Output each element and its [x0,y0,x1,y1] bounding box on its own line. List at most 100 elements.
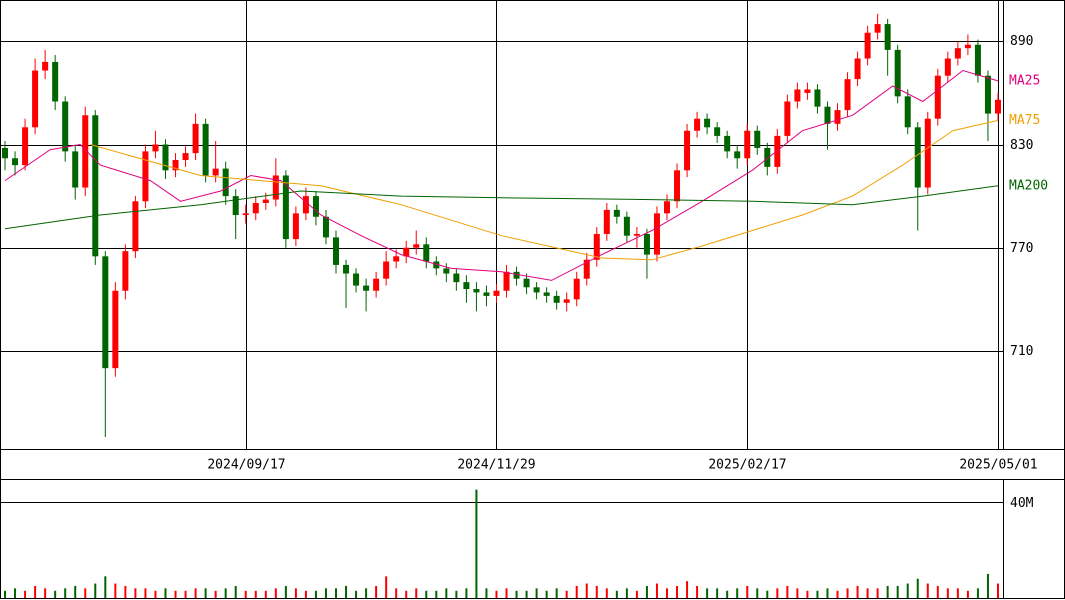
volume-bar [796,588,799,598]
legend-label: MA200 [1009,178,1048,193]
ma-line [4,69,999,281]
y-tick-label: 40M [1010,496,1034,511]
volume-bar [565,590,568,598]
candle-body [924,118,931,188]
candle-body [453,273,460,283]
candle-body [483,292,490,296]
volume-bar [836,590,839,598]
volume-bar [535,588,538,598]
volume-bar [645,585,648,598]
candle-body [814,89,821,107]
candle-body [152,144,159,152]
candle-body [643,233,650,255]
candle-body [784,101,791,136]
volume-bar [926,583,929,598]
volume-bar [896,585,899,598]
candle-body [704,118,711,128]
candle-body [864,32,871,59]
volume-bar [254,590,257,598]
volume-bar [876,588,879,598]
candle-body [102,256,109,369]
candle-body [894,49,901,97]
candle-body [433,261,440,269]
candle-body [52,61,59,102]
ma-line [90,119,999,261]
volume-bar [665,588,668,598]
volume-bar [234,585,237,598]
volume-bar [184,590,187,598]
candle-body [353,273,360,286]
volume-bar [986,573,989,598]
volume-bar [866,588,869,598]
volume-bar [124,585,127,598]
volume-bar [44,588,47,598]
volume-bar [635,590,638,598]
volume-bar [776,588,779,598]
volume-bar [304,590,307,598]
candle-body [2,147,9,159]
volume-bar [525,590,528,598]
candle-body [603,209,610,234]
volume-bar [946,588,949,598]
candle-body [824,106,831,124]
candle-body [674,170,681,202]
volume-bar [64,588,67,598]
candle-body [794,89,801,102]
candle-body [92,115,99,257]
candle-body [232,196,239,216]
volume-bar [294,588,297,598]
volume-bar [996,583,999,598]
candle-body [734,151,741,159]
candle-body [593,233,600,260]
volume-bar [625,588,628,598]
volume-bar [264,590,267,598]
candle-body [503,271,510,291]
legend-label: MA25 [1009,73,1040,88]
candle-body [282,175,289,240]
candle-body [804,89,811,93]
volume-bar [886,585,889,598]
candle-body [112,290,119,369]
candle-body [533,287,540,293]
candle-body [443,268,450,274]
candle-body [543,292,550,296]
candle-body [663,201,670,214]
candle-body [312,196,319,217]
volume-bar [425,590,428,598]
candle-body [694,118,701,131]
volume-bar [816,590,819,598]
volume-bar [605,588,608,598]
candle-body [884,24,891,50]
candle-body [633,233,640,236]
candle-body [934,75,941,119]
volume-bar [615,590,618,598]
candle-body [834,110,841,124]
candle-body [874,24,881,33]
volume-bar [686,581,689,598]
volume-bar [24,590,27,598]
x-tick-label: 2024/09/17 [207,458,285,473]
volume-bar [856,585,859,598]
x-tick-label: 2024/11/29 [457,458,535,473]
candle-body [764,147,771,167]
candle-body [944,58,951,76]
candle-body [473,289,480,293]
candle-body [32,70,39,128]
volume-bar [555,588,558,598]
candle-body [292,213,299,240]
volume-bar [355,590,358,598]
volume-bar [114,583,117,598]
volume-bar [956,588,959,598]
candle-body [854,58,861,80]
candle-body [463,282,470,290]
candle-body [513,271,520,279]
volume-bar [485,588,488,598]
candle-body [553,295,560,303]
volume-bar [274,588,277,598]
candle-body [363,285,370,291]
x-tick-label: 2025/05/01 [959,458,1037,473]
candle-body [12,158,19,166]
volume-bar [134,588,137,598]
